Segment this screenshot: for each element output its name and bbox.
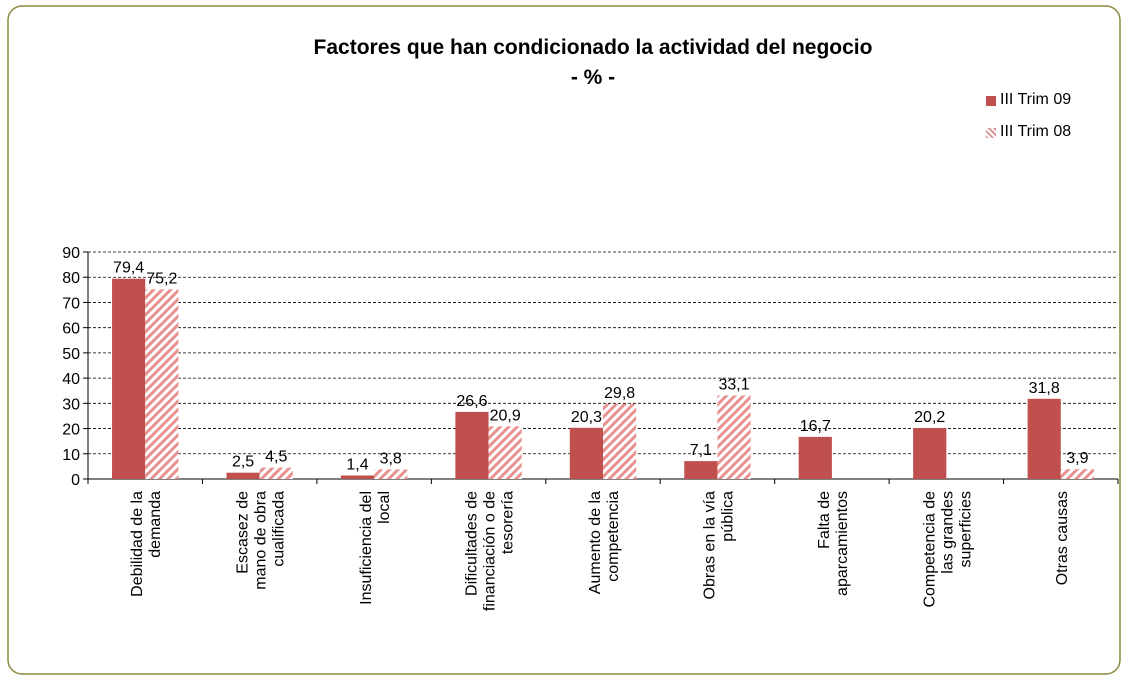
y-tick-label: 70	[62, 295, 80, 312]
data-label: 1,4	[346, 456, 368, 473]
bar	[603, 403, 637, 479]
data-label: 2,5	[232, 454, 254, 471]
x-tick-label: Falta deaparcamientos	[816, 491, 851, 596]
bar	[1060, 469, 1094, 479]
y-tick-label: 90	[62, 245, 80, 262]
y-tick-label: 20	[62, 422, 80, 439]
data-label: 20,3	[571, 409, 602, 426]
x-tick-label-line: Otras causas	[1054, 491, 1071, 585]
x-tick-label-line: las grandes	[939, 491, 956, 574]
bar	[684, 461, 718, 479]
x-tick-label: Dificultades definanciación o detesorerí…	[464, 491, 517, 611]
x-tick-label-line: cualificada	[271, 491, 288, 567]
data-label: 79,4	[113, 260, 144, 277]
bar	[145, 289, 179, 479]
bar	[717, 395, 751, 479]
legend-item: III Trim 09	[986, 90, 1076, 110]
bar	[569, 427, 603, 479]
x-tick-label: Obras en la víapública	[701, 491, 736, 600]
x-tick-label: Competencia delas grandessuperficies	[921, 491, 974, 608]
y-tick-label: 30	[62, 396, 80, 413]
y-tick-label: 50	[62, 346, 80, 363]
x-tick-label-line: financiación o de	[482, 491, 499, 611]
data-label: 33,1	[718, 377, 749, 394]
x-tick-label-line: superficies	[957, 491, 974, 567]
data-label: 16,7	[800, 418, 831, 435]
bar	[340, 475, 375, 479]
x-tick-label-line: aparcamientos	[834, 491, 851, 596]
data-label: 7,1	[690, 442, 712, 459]
x-tick-label-line: Insuficiencia del	[358, 491, 375, 605]
data-label: 26,6	[456, 393, 487, 410]
y-tick-label: 60	[62, 321, 80, 338]
legend-label: III Trim 08	[1000, 123, 1072, 140]
chart-title: Factores que han condicionado la activid…	[314, 36, 873, 59]
x-tick-label-line: Debilidad de la	[129, 491, 146, 597]
data-label: 3,8	[380, 450, 402, 467]
bar	[455, 411, 489, 479]
x-tick-label: Debilidad de lademanda	[129, 491, 164, 597]
bar	[259, 467, 293, 479]
y-tick-label: 40	[62, 371, 80, 388]
x-tick-label: Otras causas	[1054, 491, 1071, 585]
y-tick-label: 10	[62, 447, 80, 464]
legend: III Trim 09 III Trim 08	[986, 90, 1076, 154]
x-tick-label-line: tesorería	[500, 491, 517, 554]
y-tick-label: 0	[71, 472, 80, 489]
bar	[112, 278, 146, 479]
x-tick-label-line: local	[376, 491, 393, 524]
x-tick-label-line: demanda	[147, 491, 164, 558]
x-tick-label-line: Obras en la vía	[701, 491, 718, 600]
data-label: 29,8	[604, 385, 635, 402]
data-label: 3,9	[1066, 450, 1088, 467]
data-label: 20,9	[490, 407, 521, 424]
bar	[1027, 398, 1061, 479]
x-tick-label: Aumento de lacompetencia	[587, 491, 622, 594]
x-tick-label-line: pública	[719, 491, 736, 542]
y-tick-label: 80	[62, 270, 80, 287]
x-tick-label: Insuficiencia dellocal	[358, 491, 393, 605]
x-tick-label: Escasez demano de obracualificada	[235, 491, 288, 590]
x-tick-label-line: competencia	[605, 491, 622, 582]
legend-swatch	[986, 128, 996, 138]
x-tick-label-line: Aumento de la	[587, 491, 604, 594]
legend-swatch	[986, 96, 996, 106]
bar	[374, 469, 408, 479]
chart-frame	[7, 5, 1121, 675]
bar	[488, 426, 522, 479]
data-label: 75,2	[146, 270, 177, 287]
legend-item: III Trim 08	[986, 122, 1076, 142]
data-label: 4,5	[265, 449, 287, 466]
x-tick-label-line: Competencia de	[921, 491, 938, 608]
x-tick-label-line: mano de obra	[253, 491, 270, 590]
x-tick-label-line: Falta de	[816, 491, 833, 549]
data-label: 31,8	[1029, 380, 1060, 397]
bar	[913, 428, 947, 479]
x-tick-label-line: Dificultades de	[464, 491, 481, 596]
bar	[798, 436, 832, 479]
x-tick-label-line: Escasez de	[235, 491, 252, 574]
chart-subtitle: - % -	[571, 66, 615, 89]
bar	[226, 472, 260, 479]
data-label: 20,2	[914, 409, 945, 426]
legend-label: III Trim 09	[1000, 91, 1072, 108]
